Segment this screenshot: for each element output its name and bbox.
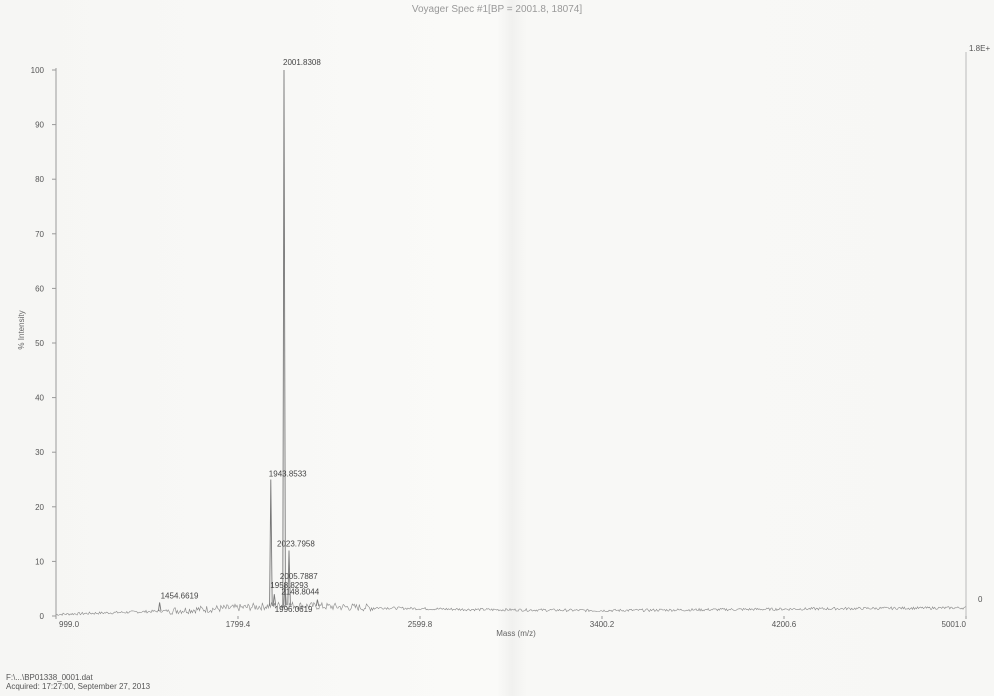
peak-label: 1996.0619	[275, 605, 313, 614]
peak-label: 2001.8308	[283, 58, 321, 67]
acquisition-info: F:\...\BP01338_0001.dat Acquired: 17:27:…	[6, 673, 150, 691]
spectrum-peak	[287, 550, 291, 606]
y-tick-label: 70	[35, 230, 44, 239]
y-tick-label: 30	[35, 448, 44, 457]
y-tick-label: 50	[35, 339, 44, 348]
peak-labels: 1454.6619 1943.8533 1958.8293 1996.0619 2001…	[161, 58, 322, 614]
acquisition-time: Acquired: 17:27:00, September 27, 2013	[6, 682, 151, 691]
peak-label: 1958.8293	[270, 581, 308, 590]
spectrum-peaks	[157, 69, 320, 612]
y-tick-label: 40	[35, 394, 44, 403]
x-tick-label: 5001.0	[942, 620, 967, 629]
x-tick-label: 3400.2	[590, 620, 615, 629]
spectrum-peak	[272, 594, 277, 606]
peak-label: 2005.7887	[280, 572, 318, 581]
spectrum-peak	[269, 479, 273, 606]
data-file-path: F:\...\BP01338_0001.dat	[6, 673, 93, 682]
x-tick-label: 2599.8	[408, 620, 433, 629]
peak-label: 2148.8044	[281, 588, 319, 597]
y-axis-title: % Intensity	[17, 310, 26, 349]
y-tick-label: 10	[35, 557, 44, 566]
right-axis-max-label: 1.8E+	[969, 44, 990, 53]
chart-title: Voyager Spec #1[BP = 2001.8, 18074]	[412, 4, 582, 15]
spectrum-peak	[281, 604, 285, 609]
y-tick-label: 80	[35, 175, 44, 184]
x-tick-label: 1799.4	[226, 620, 251, 629]
y-tick-label: 100	[31, 66, 45, 75]
y-tick-label: 0	[40, 612, 45, 621]
spectrum-peak	[157, 602, 162, 612]
x-tick-label: 999.0	[59, 620, 80, 629]
y-axis-ticks: 0 10 20 30 40 50 60 70 80 90 100	[31, 66, 56, 621]
spectrum-peak	[282, 69, 286, 606]
peak-label: 1943.8533	[269, 470, 307, 479]
peak-label: 1454.6619	[161, 591, 199, 600]
right-axis-zero-label: 0	[978, 595, 983, 604]
y-tick-label: 90	[35, 121, 44, 130]
spectrum-peak	[283, 583, 287, 606]
x-axis-title: Mass (m/z)	[496, 629, 536, 638]
x-axis-ticks: 999.0 1799.4 2599.8 3400.2 4200.6 5001.0	[55, 616, 967, 629]
peak-label: 2023.7958	[277, 540, 315, 549]
spectrum-peak	[315, 599, 320, 607]
y-tick-label: 20	[35, 503, 44, 512]
baseline-trace	[55, 601, 967, 616]
y-tick-label: 60	[35, 284, 44, 293]
spectrum-baseline	[55, 601, 967, 616]
x-tick-label: 4200.6	[772, 620, 797, 629]
